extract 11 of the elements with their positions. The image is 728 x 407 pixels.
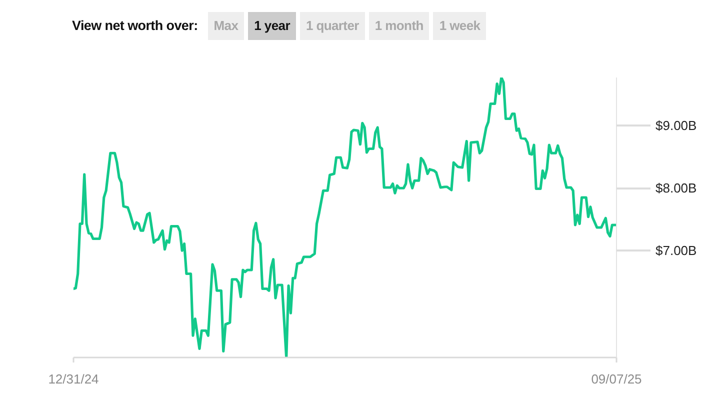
text: 1 month [368, 12, 430, 40]
text: Max [208, 12, 244, 40]
y-tick-label: $8.00B [656, 180, 697, 196]
y-tick-label: $9.00B [656, 118, 697, 134]
chart-title: View net worth over: [72, 17, 198, 36]
y-tick-label: $7.00B [656, 243, 697, 258]
x-tick-label: 09/07/25 [591, 372, 642, 386]
text: 1 quarter [300, 12, 365, 40]
text: 1 year [248, 12, 296, 40]
text: 1 week [433, 12, 486, 40]
x-tick-label: 12/31/24 [48, 372, 99, 386]
